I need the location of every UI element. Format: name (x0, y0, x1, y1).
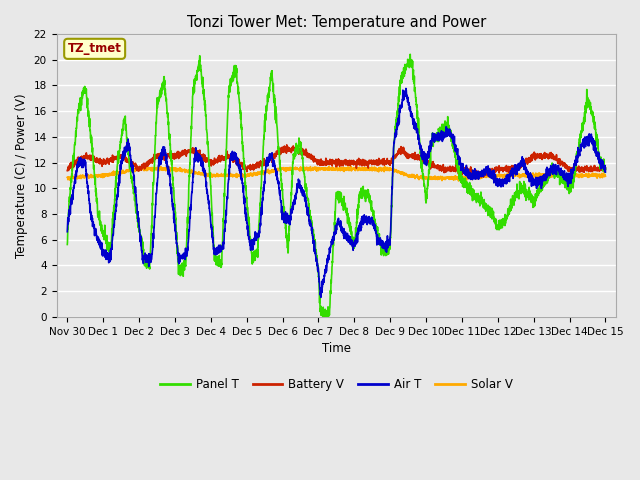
Solar V (591, 172, 599, 178)
Title: Tonzi Tower Met: Temperature and Power: Tonzi Tower Met: Temperature and Power (187, 15, 486, 30)
Air T (270, 160, 278, 166)
Air T (293, 181, 301, 187)
Solar V (63, 174, 71, 180)
Air T (402, 85, 410, 91)
Line: Battery V: Battery V (67, 145, 605, 179)
Line: Solar V: Solar V (67, 167, 605, 181)
Panel T (270, 93, 278, 98)
Panel T (293, 146, 301, 152)
Solar V (293, 166, 301, 171)
Battery V (293, 144, 301, 150)
Panel T (591, 123, 599, 129)
Solar V (157, 165, 164, 171)
Line: Panel T: Panel T (67, 54, 605, 317)
Solar V (347, 164, 355, 169)
Panel T (602, 167, 609, 172)
Panel T (63, 241, 71, 247)
Panel T (533, 187, 541, 193)
Battery V (270, 152, 278, 158)
Y-axis label: Temperature (C) / Power (V): Temperature (C) / Power (V) (15, 93, 28, 258)
Line: Air T: Air T (67, 88, 605, 297)
Battery V (283, 142, 291, 148)
Air T (533, 180, 541, 185)
Panel T (406, 51, 414, 57)
Solar V (454, 178, 462, 184)
Battery V (157, 154, 164, 159)
Solar V (533, 172, 541, 178)
Battery V (591, 166, 599, 172)
Air T (63, 229, 71, 235)
Air T (125, 145, 132, 151)
Battery V (63, 168, 71, 174)
Solar V (602, 173, 609, 179)
Air T (157, 154, 164, 160)
Legend: Panel T, Battery V, Air T, Solar V: Panel T, Battery V, Air T, Solar V (156, 373, 517, 396)
Battery V (125, 159, 132, 165)
Solar V (270, 168, 278, 173)
Panel T (319, 314, 326, 320)
Solar V (125, 167, 132, 172)
Battery V (533, 151, 541, 156)
Air T (317, 294, 324, 300)
Air T (591, 146, 599, 152)
Battery V (602, 165, 609, 170)
Panel T (125, 152, 132, 157)
Panel T (157, 94, 164, 100)
Air T (602, 169, 609, 175)
X-axis label: Time: Time (322, 342, 351, 355)
Text: TZ_tmet: TZ_tmet (68, 42, 122, 55)
Battery V (473, 176, 481, 182)
